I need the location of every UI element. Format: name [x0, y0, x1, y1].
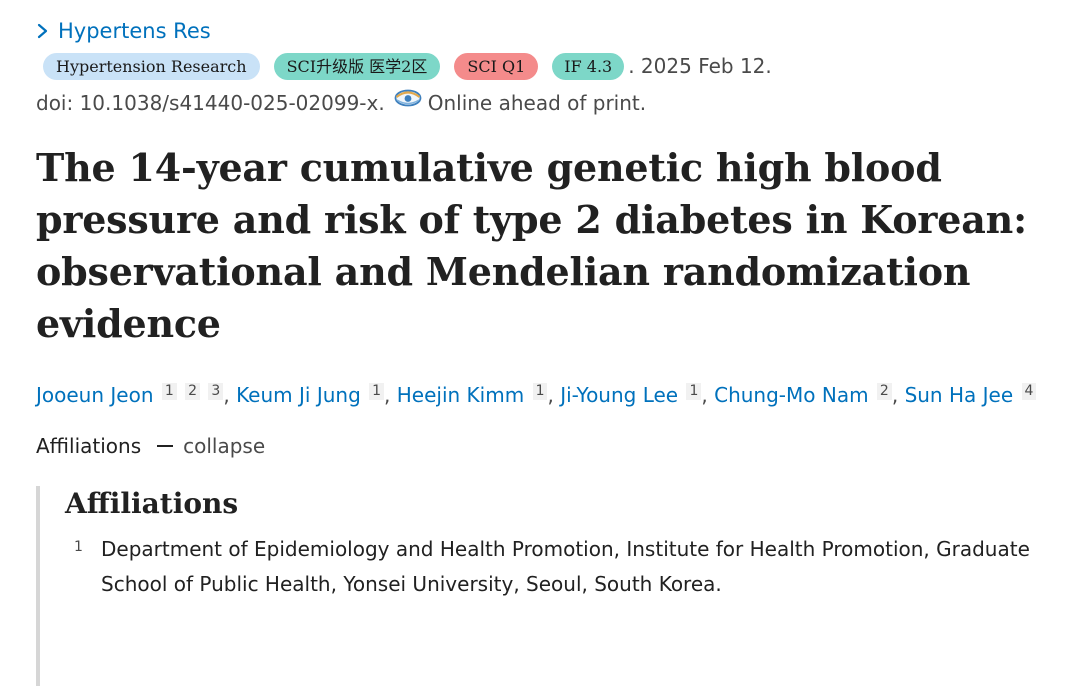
affiliation-text: Department of Epidemiology and Health Pr…	[101, 537, 1030, 596]
affiliation-ref[interactable]: 3	[208, 383, 224, 400]
article-title: The 14-year cumulative genetic high bloo…	[36, 145, 1027, 346]
author-entry: Keum Ji Jung 1	[236, 383, 385, 407]
doi-text: doi: 10.1038/s41440-025-02099-x.	[36, 91, 385, 115]
chevron-right-icon	[37, 23, 48, 39]
affiliations-toggle: Affiliations collapse	[36, 434, 1066, 458]
collapse-link[interactable]: collapse	[183, 434, 266, 458]
journal-link[interactable]: Hypertens Res	[36, 16, 1066, 46]
affiliations-heading: Affiliations	[65, 487, 239, 520]
author-entry: Jooeun Jeon 1 2 3	[36, 383, 224, 407]
affiliation-ref[interactable]: 2	[876, 383, 892, 400]
author-list: Jooeun Jeon 1 2 3, Keum Ji Jung 1, Heeji…	[36, 380, 1066, 410]
author-name-link[interactable]: Jooeun Jeon	[36, 383, 154, 407]
publication-date: . 2025 Feb 12.	[628, 54, 772, 78]
author-entry: Chung-Mo Nam 2	[714, 383, 892, 407]
journal-link-label: Hypertens Res	[58, 19, 211, 43]
doi-row: doi: 10.1038/s41440-025-02099-x. Online …	[36, 88, 1066, 118]
author-entry: Heejin Kimm 1	[397, 383, 548, 407]
affiliation-number: 1	[74, 539, 83, 555]
author-name-link[interactable]: Chung-Mo Nam	[714, 383, 869, 407]
affiliation-ref[interactable]: 1	[369, 383, 385, 400]
citation-eye-icon[interactable]	[393, 85, 423, 111]
impact-factor-badge[interactable]: IF 4.3	[552, 52, 625, 80]
affiliation-ref[interactable]: 1	[532, 383, 548, 400]
collapse-dash-icon	[157, 445, 174, 447]
affiliation-item: 1 Department of Epidemiology and Health …	[65, 532, 1066, 602]
author-name-link[interactable]: Keum Ji Jung	[236, 383, 361, 407]
affiliations-list: 1 Department of Epidemiology and Health …	[65, 532, 1066, 602]
journal-badges: Hypertension Research SCI升级版 医学2区 SCI Q1…	[43, 52, 1066, 80]
affiliation-ref[interactable]: 4	[1021, 383, 1037, 400]
author-entry: Sun Ha Jee 4	[905, 383, 1037, 407]
affiliation-ref[interactable]: 2	[185, 383, 201, 400]
affiliations-panel: Affiliations 1 Department of Epidemiolog…	[36, 486, 1066, 686]
author-name-link[interactable]: Ji-Young Lee	[560, 383, 679, 407]
author-entry: Ji-Young Lee 1	[560, 383, 702, 407]
sci-quartile-badge[interactable]: SCI Q1	[454, 52, 539, 80]
affiliation-ref[interactable]: 1	[161, 383, 177, 400]
author-name-link[interactable]: Sun Ha Jee	[904, 383, 1014, 407]
journal-name-badge[interactable]: Hypertension Research	[43, 52, 260, 80]
author-name-link[interactable]: Heejin Kimm	[396, 383, 525, 407]
sci-level-badge[interactable]: SCI升级版 医学2区	[273, 52, 441, 80]
affiliations-toggle-label: Affiliations	[36, 434, 142, 458]
affiliation-ref[interactable]: 1	[686, 383, 702, 400]
online-status: Online ahead of print.	[427, 91, 647, 115]
article-header: Hypertens Res Hypertension Research SCI升…	[36, 16, 1066, 686]
